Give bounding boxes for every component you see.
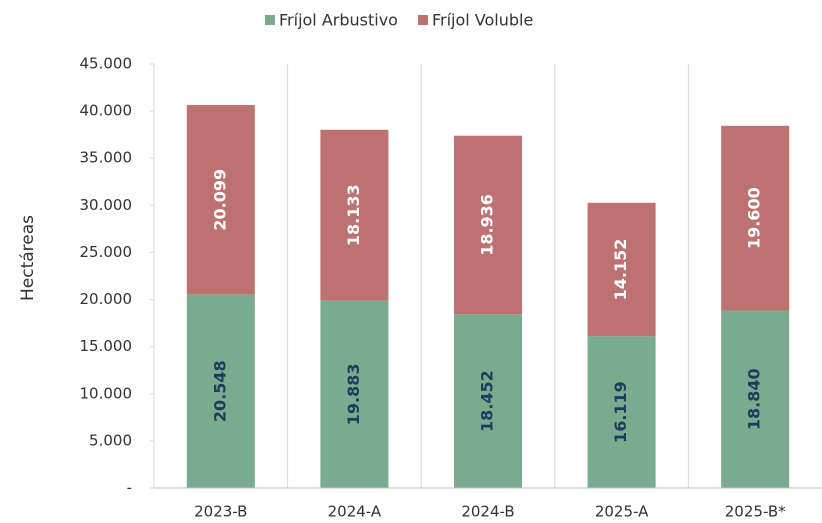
value-label: 18.840 xyxy=(745,368,764,430)
y-tick-label: 25.000 xyxy=(80,243,133,261)
y-tick-label: 15.000 xyxy=(80,337,133,355)
legend-label: Fríjol Arbustivo xyxy=(279,11,398,30)
value-label: 18.133 xyxy=(344,184,363,246)
y-tick-label: - xyxy=(127,479,132,497)
bar-segment xyxy=(320,300,389,488)
value-label: 19.600 xyxy=(745,187,764,249)
legend-swatch xyxy=(265,15,275,25)
y-tick-label: 5.000 xyxy=(89,431,132,449)
bar-segment xyxy=(186,105,255,295)
bar-segment xyxy=(587,202,656,337)
value-label: 20.099 xyxy=(210,169,229,231)
y-tick-label: 35.000 xyxy=(80,149,133,167)
value-label: 18.452 xyxy=(478,370,497,432)
x-tick-label: 2024-B xyxy=(461,503,514,521)
y-tick-label: 10.000 xyxy=(80,384,133,402)
x-tick-label: 2024-A xyxy=(328,503,382,521)
x-tick-label: 2023-B xyxy=(194,503,247,521)
value-label: 14.152 xyxy=(611,239,630,301)
y-axis-label: Hectáreas xyxy=(18,215,38,301)
y-tick-label: 30.000 xyxy=(80,196,133,214)
bar-segment xyxy=(454,314,522,488)
bar-segment xyxy=(587,336,656,488)
legend-swatch xyxy=(417,15,428,25)
x-tick-label: 2025-A xyxy=(595,503,649,521)
value-label: 16.119 xyxy=(611,381,630,443)
y-tick-label: 45.000 xyxy=(80,55,133,73)
y-tick-label: 20.000 xyxy=(80,290,133,308)
y-tick-label: 40.000 xyxy=(80,102,133,120)
bar-segment xyxy=(186,294,255,488)
value-label: 19.883 xyxy=(344,363,363,425)
bar-segment xyxy=(320,129,389,301)
x-tick-label: 2025-B* xyxy=(725,503,786,521)
value-label: 18.936 xyxy=(478,194,497,256)
bar-segment xyxy=(454,135,522,315)
bar-segment xyxy=(721,125,790,311)
value-label: 20.548 xyxy=(210,360,229,422)
bar-segment xyxy=(721,310,790,488)
legend-label: Fríjol Voluble xyxy=(432,11,533,30)
